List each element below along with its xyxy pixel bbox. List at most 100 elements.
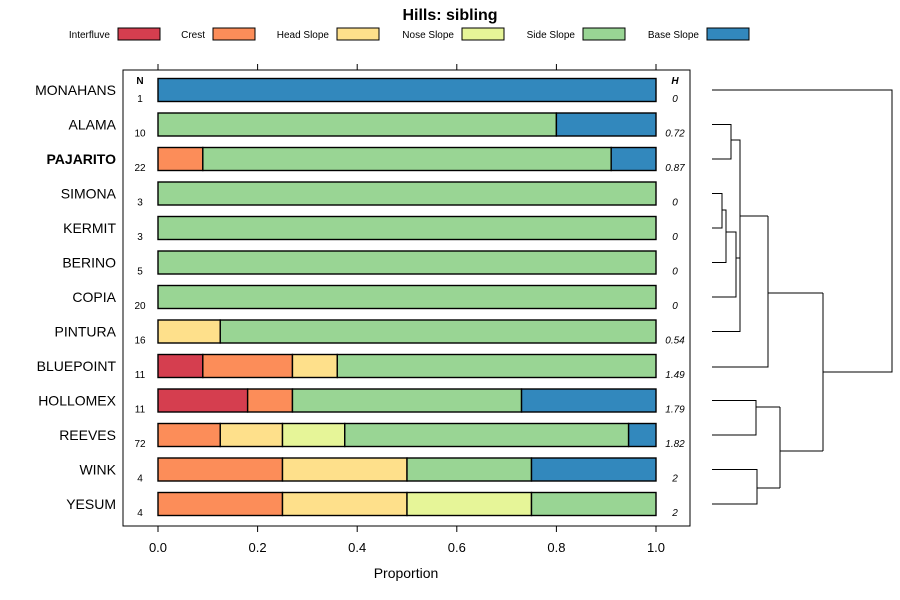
- bar-segment-wink-crest: [157, 457, 284, 482]
- x-tick-label-1: 0.2: [249, 540, 267, 555]
- n-value-wink: 4: [137, 474, 143, 485]
- x-tick-label-4: 0.8: [547, 540, 565, 555]
- n-column-header: N: [136, 76, 143, 87]
- dendrogram-branch-14: [712, 209, 727, 263]
- h-value-alama: 0.72: [665, 129, 685, 140]
- dendrogram-branch-20: [712, 469, 758, 505]
- bar-segment-hollomex-side-slope: [291, 388, 523, 413]
- x-tick-label-5: 1.0: [647, 540, 665, 555]
- h-value-kermit: 0: [672, 232, 678, 243]
- bar-segment-bluepoint-interfluve: [157, 353, 204, 379]
- bar-segment-pintura-head-slope: [157, 319, 221, 344]
- legend-swatch-base-slope: [706, 27, 750, 41]
- bar-segment-pajarito-crest: [157, 146, 204, 172]
- dendrogram-branch-18: [712, 400, 757, 436]
- dendrogram-branch-0: [712, 89, 893, 373]
- n-value-simona: 3: [137, 198, 143, 209]
- bar-segment-berino-side-slope: [157, 250, 657, 275]
- bar-segment-reeves-nose-slope: [281, 422, 346, 448]
- series-label-reeves: REEVES: [59, 427, 116, 443]
- n-value-alama: 10: [134, 129, 146, 140]
- n-value-kermit: 3: [137, 232, 143, 243]
- series-label-yesum: YESUM: [66, 496, 116, 512]
- bar-segment-yesum-crest: [157, 491, 284, 517]
- series-label-hollomex: HOLLOMEX: [38, 393, 116, 409]
- h-value-monahans: 0: [672, 94, 678, 105]
- n-value-pintura: 16: [134, 336, 146, 347]
- x-tick-label-3: 0.6: [448, 540, 466, 555]
- legend: Interfluve Crest Head Slope Nose Slope Side …: [69, 27, 750, 41]
- legend-swatch-head-slope: [336, 27, 380, 41]
- bar-segment-bluepoint-head-slope: [291, 353, 338, 379]
- bar-segment-hollomex-base-slope: [520, 388, 657, 413]
- bar-segment-kermit-side-slope: [157, 215, 657, 241]
- bar-segment-hollomex-crest: [246, 388, 294, 413]
- bar-segment-simona-side-slope: [157, 181, 657, 206]
- n-value-pajarito: 22: [134, 163, 146, 174]
- bar-segment-yesum-head-slope: [281, 491, 408, 517]
- legend-label-interfluve: Interfluve: [69, 30, 111, 41]
- bar-segment-reeves-base-slope: [627, 422, 657, 448]
- x-axis: 0.0 0.2 0.4 0.6 0.8 1.0: [149, 64, 665, 555]
- series-label-pajarito: PAJARITO: [47, 151, 117, 167]
- x-tick-label-0: 0.0: [149, 540, 167, 555]
- series-label-kermit: KERMIT: [63, 220, 116, 236]
- h-value-simona: 0: [672, 198, 678, 209]
- series-label-berino: BERINO: [62, 255, 116, 271]
- n-value-bluepoint: 11: [135, 370, 146, 381]
- series-label-copia: COPIA: [72, 289, 116, 305]
- dendrogram-branch-6: [712, 124, 732, 160]
- chart-title: Hills: sibling: [402, 7, 497, 24]
- series-label-bluepoint: BLUEPOINT: [37, 358, 117, 374]
- series-label-wink: WINK: [79, 462, 116, 478]
- legend-swatch-nose-slope: [461, 27, 505, 41]
- n-value-berino: 5: [137, 267, 143, 278]
- bar-segment-wink-base-slope: [530, 457, 657, 482]
- h-value-wink: 2: [671, 474, 678, 485]
- bar-segment-alama-base-slope: [555, 112, 657, 137]
- dendrogram-branch-10: [712, 258, 741, 332]
- dendrogram: [712, 89, 893, 505]
- h-column-header: H: [671, 76, 679, 87]
- h-value-pintura: 0.54: [665, 336, 685, 347]
- series-label-pintura: PINTURA: [55, 324, 117, 340]
- bar-segment-reeves-side-slope: [344, 422, 630, 448]
- legend-label-nose-slope: Nose Slope: [402, 30, 454, 41]
- h-value-berino: 0: [672, 267, 678, 278]
- bar-segment-alama-side-slope: [157, 112, 558, 137]
- legend-label-side-slope: Side Slope: [527, 30, 576, 41]
- h-value-hollomex: 1.79: [665, 405, 685, 416]
- n-value-copia: 20: [134, 301, 146, 312]
- series-label-alama: ALAMA: [69, 117, 117, 133]
- bar-segment-bluepoint-crest: [202, 353, 294, 379]
- dendrogram-branch-15: [712, 231, 737, 298]
- x-axis-label: Proportion: [374, 565, 439, 581]
- bar-segment-yesum-side-slope: [530, 491, 657, 517]
- legend-swatch-side-slope: [582, 27, 626, 41]
- h-value-pajarito: 0.87: [665, 163, 685, 174]
- legend-swatch-interfluve: [117, 27, 161, 41]
- bar-segment-monahans-base-slope: [157, 77, 657, 103]
- bar-segment-reeves-crest: [157, 422, 221, 448]
- bar-segment-pajarito-side-slope: [202, 146, 612, 172]
- h-value-bluepoint: 1.49: [665, 370, 685, 381]
- bar-segment-wink-side-slope: [406, 457, 533, 482]
- bar-segment-copia-side-slope: [157, 284, 657, 310]
- bar-segment-yesum-nose-slope: [406, 491, 533, 517]
- x-tick-label-2: 0.4: [348, 540, 366, 555]
- bar-segment-reeves-head-slope: [219, 422, 284, 448]
- h-value-copia: 0: [672, 301, 678, 312]
- legend-label-crest: Crest: [181, 30, 205, 41]
- series-labels: MONAHANS ALAMA PAJARITO SIMONA KERMIT BERINO C…: [35, 82, 117, 512]
- n-value-reeves: 72: [134, 439, 146, 450]
- bar-segment-pintura-side-slope: [219, 319, 657, 344]
- n-value-monahans: 1: [137, 94, 143, 105]
- bar-segment-hollomex-interfluve: [157, 388, 249, 413]
- bar-segment-wink-head-slope: [281, 457, 408, 482]
- dendrogram-branch-13: [712, 193, 723, 229]
- plot-frame: [122, 69, 691, 527]
- bar-segment-bluepoint-side-slope: [336, 353, 657, 379]
- series-label-monahans: MONAHANS: [35, 82, 116, 98]
- legend-label-base-slope: Base Slope: [648, 30, 700, 41]
